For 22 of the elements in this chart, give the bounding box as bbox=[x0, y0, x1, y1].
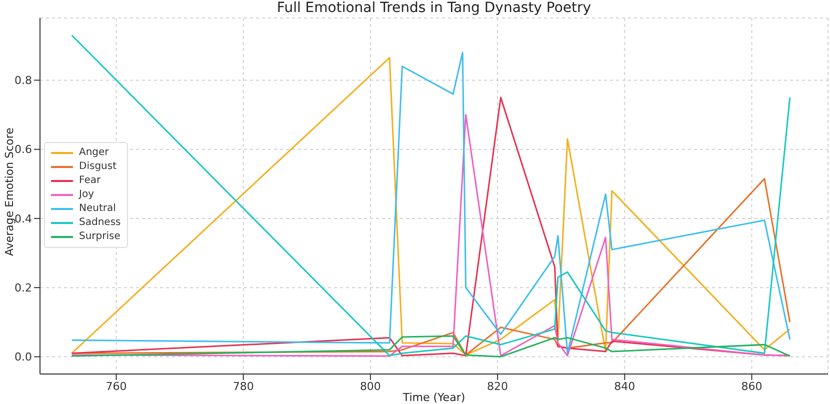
legend-label: Neutral bbox=[79, 202, 116, 216]
x-tick-label: 800 bbox=[360, 380, 381, 393]
legend-label: Anger bbox=[79, 146, 109, 160]
x-tick-label: 860 bbox=[741, 380, 762, 393]
legend-label: Disgust bbox=[79, 160, 117, 174]
y-axis-title: Average Emotion Score bbox=[2, 127, 16, 256]
legend-label: Sadness bbox=[79, 216, 121, 230]
legend-label: Surprise bbox=[79, 230, 120, 244]
x-tick-label: 820 bbox=[487, 380, 508, 393]
chart-title: Full Emotional Trends in Tang Dynasty Poetry bbox=[276, 0, 592, 16]
line-series bbox=[71, 335, 791, 358]
y-tick-label: 0.4 bbox=[14, 212, 32, 226]
legend-label: Joy bbox=[79, 188, 94, 202]
legend-label: Fear bbox=[79, 174, 101, 188]
x-axis-title: Time (Year) bbox=[402, 391, 466, 404]
y-tick-label: 0.8 bbox=[14, 74, 32, 88]
x-tick-label: 780 bbox=[232, 380, 254, 393]
y-tick-label: 0.6 bbox=[14, 143, 32, 156]
y-tick-label: 0.2 bbox=[14, 281, 32, 294]
x-tick-label: 840 bbox=[614, 380, 636, 393]
x-tick-label: 760 bbox=[106, 380, 127, 393]
y-tick-label: 0.0 bbox=[14, 350, 32, 364]
